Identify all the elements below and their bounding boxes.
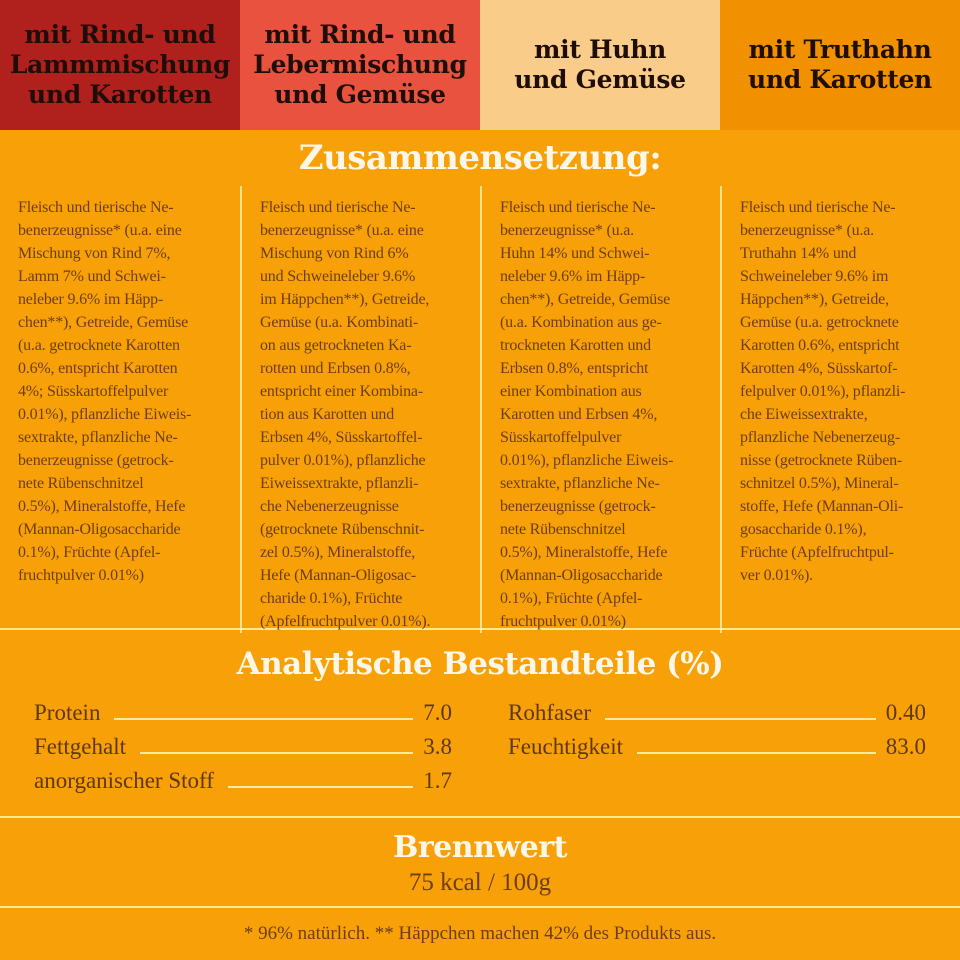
composition-section: Zusammensetzung: Fleisch und tierische N…	[0, 130, 960, 633]
energy-value: 75 kcal / 100g	[408, 869, 552, 896]
analytical-label: Fettgehalt	[34, 734, 126, 759]
analytical-value: 0.40	[885, 700, 926, 725]
composition-column-turkey: Fleisch und tierische Ne- benerzeugnisse…	[720, 186, 960, 633]
analytical-row-inorganic: anorganischer Stoff 1.7	[34, 768, 452, 802]
analytical-label: Protein	[34, 700, 101, 725]
footnote: * 96% natürlich. ** Häppchen machen 42% …	[243, 923, 717, 944]
analytical-value: 7.0	[423, 700, 452, 725]
analytical-label: anorganischer Stoff	[34, 768, 214, 793]
energy-section: Brennwert 75 kcal / 100g	[0, 818, 960, 906]
variant-header-strip: mit Rind- und Lammmischung und Karotten …	[0, 0, 960, 130]
analytical-value: 83.0	[885, 734, 926, 759]
variant-header-turkey: mit Truthahn und Karotten	[720, 0, 960, 130]
composition-column-beef-liver: Fleisch und tierische Ne- benerzeugnisse…	[240, 186, 480, 633]
composition-column-beef-lamb: Fleisch und tierische Ne- benerzeugnisse…	[18, 199, 192, 584]
leader-line	[605, 718, 876, 720]
energy-title: Brennwert	[393, 830, 567, 865]
composition-column-chicken: Fleisch und tierische Ne- benerzeugnisse…	[480, 186, 720, 633]
leader-line	[139, 752, 414, 754]
section-divider	[0, 906, 960, 908]
analytical-row-fat: Fettgehalt 3.8	[34, 734, 452, 768]
analytical-left-column: Protein 7.0 Fettgehalt 3.8 anorganischer…	[34, 700, 452, 802]
analytical-title: Analytische Bestandteile (%)	[236, 646, 724, 682]
composition-title: Zusammensetzung:	[298, 138, 662, 178]
leader-line	[636, 752, 876, 754]
analytical-grid: Protein 7.0 Fettgehalt 3.8 anorganischer…	[0, 692, 960, 802]
analytical-right-column: Rohfaser 0.40 Feuchtigkeit 83.0	[508, 700, 926, 802]
composition-columns: Fleisch und tierische Ne- benerzeugnisse…	[0, 186, 960, 633]
leader-line	[227, 786, 414, 788]
section-divider	[0, 816, 960, 818]
analytical-section: Analytische Bestandteile (%) Protein 7.0…	[0, 630, 960, 816]
analytical-row-moisture: Feuchtigkeit 83.0	[508, 734, 926, 768]
analytical-value: 1.7	[423, 768, 452, 793]
analytical-label: Rohfaser	[508, 700, 592, 725]
variant-header-beef-liver: mit Rind- und Lebermischung und Gemüse	[240, 0, 480, 130]
analytical-row-protein: Protein 7.0	[34, 700, 452, 734]
leader-line	[114, 718, 414, 720]
analytical-value: 3.8	[423, 734, 452, 759]
variant-header-beef-lamb: mit Rind- und Lammmischung und Karotten	[0, 0, 240, 130]
variant-header-chicken: mit Huhn und Gemüse	[480, 0, 720, 130]
analytical-row-fibre: Rohfaser 0.40	[508, 700, 926, 734]
analytical-label: Feuchtigkeit	[508, 734, 623, 759]
